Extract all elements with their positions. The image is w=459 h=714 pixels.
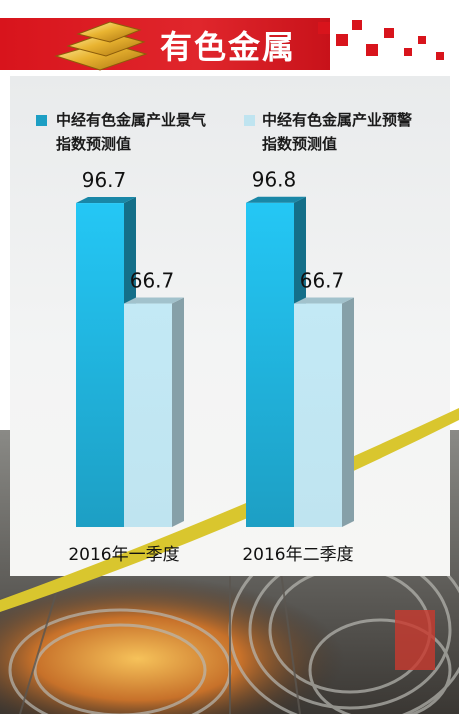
bar-s2-c1 [124, 297, 184, 527]
pixel-decoration [366, 44, 378, 56]
bar-front [76, 203, 124, 527]
header-banner [0, 18, 330, 70]
bar-front [294, 303, 342, 527]
bar-top [124, 297, 184, 304]
data-label: 66.7 [300, 269, 345, 293]
bar-top [294, 297, 354, 304]
bar-side [172, 297, 184, 527]
category-label: 2016年一季度 [68, 545, 180, 565]
gold-bars-icon [54, 21, 148, 71]
pixel-decoration [404, 48, 412, 56]
pixel-decoration [418, 36, 426, 44]
pixel-decoration [336, 34, 348, 46]
data-label: 66.7 [130, 269, 175, 293]
category-label: 2016年二季度 [242, 545, 354, 565]
bar-front [124, 303, 172, 527]
pixel-decoration [436, 52, 444, 60]
legend-label: 中经有色金属产业景气 指数预测值 [56, 111, 207, 153]
pixel-decoration [384, 28, 394, 38]
bar-s2-c2 [294, 297, 354, 527]
bar-side [342, 297, 354, 527]
data-label: 96.8 [252, 168, 297, 192]
legend-label: 中经有色金属产业预警 指数预测值 [262, 111, 413, 153]
bar-top [246, 196, 306, 203]
header: 有色金属 [0, 8, 459, 71]
pixel-decoration [352, 20, 362, 30]
bar-front [246, 202, 294, 527]
legend-swatch [244, 115, 255, 126]
pixel-decoration [318, 22, 330, 34]
page-title: 有色金属 [160, 28, 297, 66]
bar-top [76, 197, 136, 204]
data-label: 96.7 [82, 168, 127, 192]
legend-swatch [36, 115, 47, 126]
